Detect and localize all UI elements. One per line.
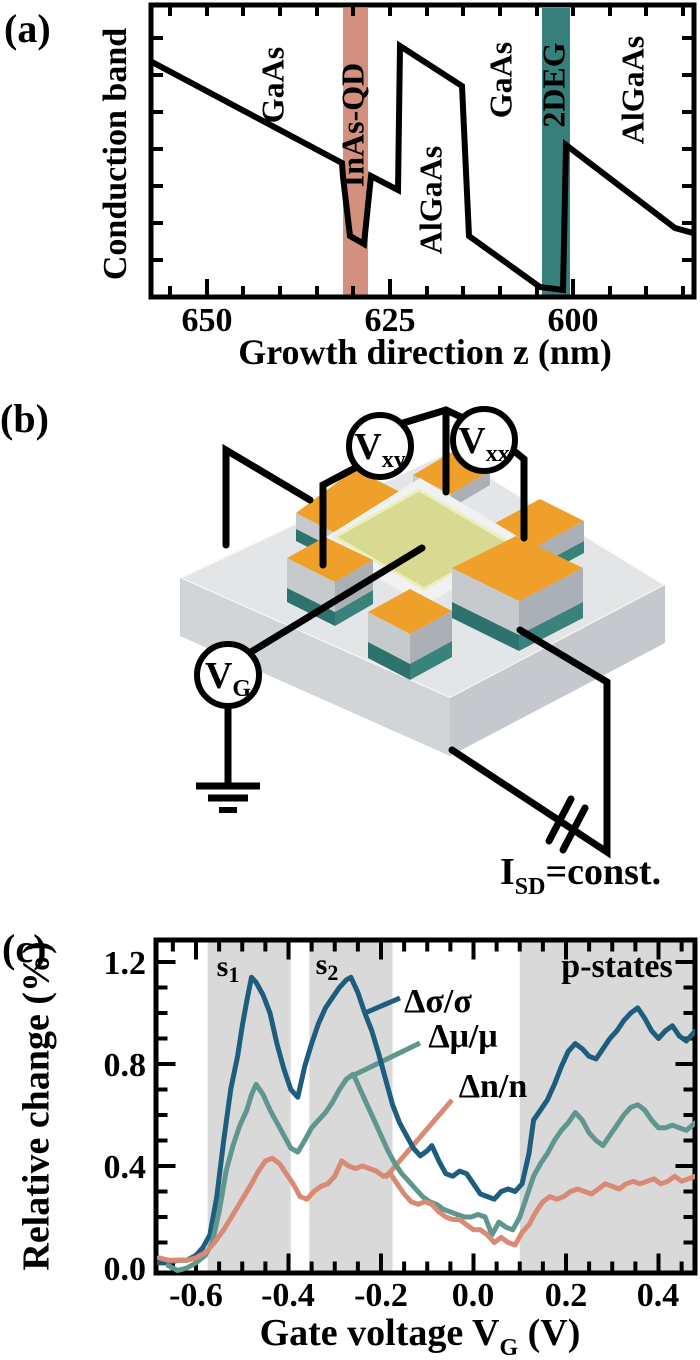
panel-a-label: (a) (4, 6, 51, 51)
leader-mu (350, 1040, 422, 1079)
curve-Δσ/σ (157, 974, 695, 1266)
panel-c-xtick-m0_4: -0.4 (261, 1277, 315, 1314)
contact-front-right-top (452, 536, 583, 601)
contact-front-left-top (287, 537, 373, 582)
panel-c-xlabel: Gate voltage VG (V) (260, 1312, 581, 1360)
contact-front-left-side (287, 558, 335, 612)
panel-c-ytick-0_0: 0.0 (104, 1251, 147, 1288)
contact-front-right-side (452, 568, 519, 635)
substrate-right-face (450, 585, 665, 756)
panel-b-label: (b) (0, 396, 49, 441)
panel-b-device-schematic: (b) (0, 396, 668, 900)
wire-source-left (222, 443, 314, 549)
panel-a-xtick-600: 600 (548, 302, 599, 339)
region-label-algaas-1: AlGaAs (412, 146, 448, 254)
panel-a-band-diagram: (a) Conduction band GaAs InAs-QD AlGaAs … (4, 2, 697, 372)
data-curves (157, 974, 695, 1273)
substrate-left-face (180, 578, 450, 756)
curve-label-sigma: Δσ/σ (404, 983, 472, 1020)
region-label-gaas-2: GaAs (482, 42, 518, 118)
contact-front-center-side (368, 612, 410, 664)
wire-vxy-lower (319, 464, 359, 569)
curve-label-mu: Δμ/μ (428, 1018, 497, 1055)
curve-label-n: Δn/n (459, 1068, 528, 1105)
current-source-break-1 (545, 795, 575, 845)
contact-front-left-teal (287, 588, 335, 626)
panel-c-frame (153, 937, 698, 1276)
shaded-state-regions (207, 942, 693, 1271)
panel-c-plot: (c) Relative change (%) s1 s2 p-states Δ… (2, 926, 698, 1360)
mesa-front-contacts (287, 536, 583, 680)
p-states-region-label: p-states (561, 948, 672, 985)
curve-Δn/n (157, 1155, 695, 1263)
wire-isd-loop (448, 626, 611, 859)
region-label-algaas-2: AlGaAs (614, 36, 650, 144)
voltmeter-vxx-label: Vxx (458, 420, 509, 467)
voltmeter-vxx-circle (450, 406, 518, 474)
s1-region-label: s1 (217, 950, 240, 987)
panel-a-ticks (153, 7, 692, 295)
contact-front-center-teal (368, 642, 410, 680)
panel-c-ytick-0_4: 0.4 (104, 1149, 147, 1186)
panel-c-xtick-m0_2: -0.2 (354, 1277, 408, 1314)
region-label-inas-qd: InAs-QD (334, 63, 370, 187)
voltmeter-vg-label: VG (205, 655, 251, 702)
ground-symbol (196, 706, 260, 813)
isd-const-label: ISD=const. (500, 851, 661, 900)
panel-c-ytick-0_8: 0.8 (104, 1047, 147, 1084)
s2-region-label: s2 (316, 948, 339, 985)
band-profile-line (150, 40, 694, 294)
panel-c-xtick-0_0: 0.0 (452, 1277, 495, 1314)
panel-c-xtick-0_2: 0.2 (545, 1277, 588, 1314)
panel-c-xtick-m0_6: -0.6 (169, 1277, 223, 1314)
contact-front-right-side2 (519, 568, 583, 635)
panel-a-xlabel: Growth direction z (nm) (238, 332, 612, 372)
panel-a-xtick-650: 650 (182, 302, 233, 339)
contact-back-center-side2 (451, 471, 490, 508)
leader-sigma (364, 995, 401, 1016)
panel-a-ylabel: Conduction band (97, 28, 134, 280)
wire-vxx-right (510, 447, 528, 542)
panel-c-xtick-0_4: 0.4 (637, 1277, 680, 1314)
current-source-break-2 (559, 804, 589, 854)
panel-c-label: (c) (2, 926, 46, 971)
contact-front-left-teal2 (335, 590, 373, 626)
voltmeter-vg-circle (194, 641, 262, 709)
contact-front-center-teal2 (410, 641, 452, 680)
panel-a-frame (148, 2, 697, 300)
voltmeter-vxy-circle (346, 412, 414, 480)
contact-front-center-top (368, 589, 452, 634)
contact-front-right-teal (452, 602, 519, 651)
wire-vxy-vxx-junction (399, 406, 465, 427)
contact-front-center-side2 (410, 611, 452, 664)
wire-gate (247, 544, 426, 656)
panel-c-ylabel: Relative change (%) (16, 941, 58, 1270)
voltmeter-vxy-label: Vxy (354, 426, 405, 473)
region-label-gaas-1: GaAs (254, 47, 290, 123)
panel-c-ytick-1_2: 1.2 (104, 945, 147, 982)
panel-a-xtick-625: 625 (365, 302, 416, 339)
region-label-2deg: 2DEG (535, 42, 571, 127)
